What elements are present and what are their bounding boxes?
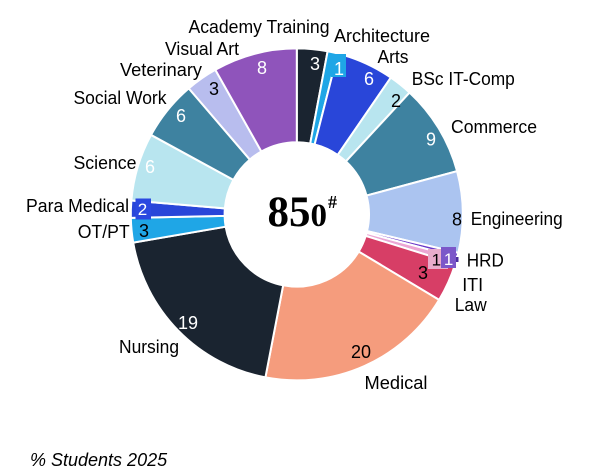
svg-text:Engineering: Engineering xyxy=(471,208,563,229)
svg-text:BSc IT-Comp: BSc IT-Comp xyxy=(412,68,515,89)
svg-text:Academy Training: Academy Training xyxy=(189,16,330,37)
svg-text:1: 1 xyxy=(432,251,441,270)
svg-text:1: 1 xyxy=(444,250,453,269)
svg-text:Medical: Medical xyxy=(365,372,428,393)
svg-text:9: 9 xyxy=(426,130,436,150)
svg-text:Arts: Arts xyxy=(378,46,409,67)
svg-text:3: 3 xyxy=(418,263,428,283)
svg-text:HRD: HRD xyxy=(467,250,504,271)
svg-text:6: 6 xyxy=(364,69,374,89)
svg-text:8: 8 xyxy=(257,58,267,78)
svg-text:Science: Science xyxy=(74,152,137,173)
svg-text:Law: Law xyxy=(455,294,488,315)
svg-text:Commerce: Commerce xyxy=(451,116,537,137)
svg-text:Veterinary: Veterinary xyxy=(120,59,203,80)
svg-text:OT/PT: OT/PT xyxy=(78,221,130,242)
svg-text:Para Medical: Para Medical xyxy=(26,195,129,216)
svg-text:2: 2 xyxy=(391,91,401,111)
svg-text:3: 3 xyxy=(310,54,320,74)
svg-text:8: 8 xyxy=(452,210,462,230)
svg-text:2: 2 xyxy=(138,200,147,219)
svg-text:20: 20 xyxy=(351,342,371,362)
svg-text:Social Work: Social Work xyxy=(74,87,168,108)
svg-text:6: 6 xyxy=(176,106,186,126)
svg-text:6: 6 xyxy=(145,157,155,177)
svg-text:3: 3 xyxy=(139,221,149,241)
svg-text:ITI: ITI xyxy=(462,274,483,295)
svg-text:Architecture: Architecture xyxy=(334,25,430,46)
svg-text:% Students 2025: % Students 2025 xyxy=(30,450,168,470)
svg-text:3: 3 xyxy=(209,79,219,99)
svg-text:1: 1 xyxy=(334,59,344,79)
svg-text:19: 19 xyxy=(178,313,198,333)
svg-text:Nursing: Nursing xyxy=(119,336,179,357)
svg-text:Visual Art: Visual Art xyxy=(165,38,239,59)
